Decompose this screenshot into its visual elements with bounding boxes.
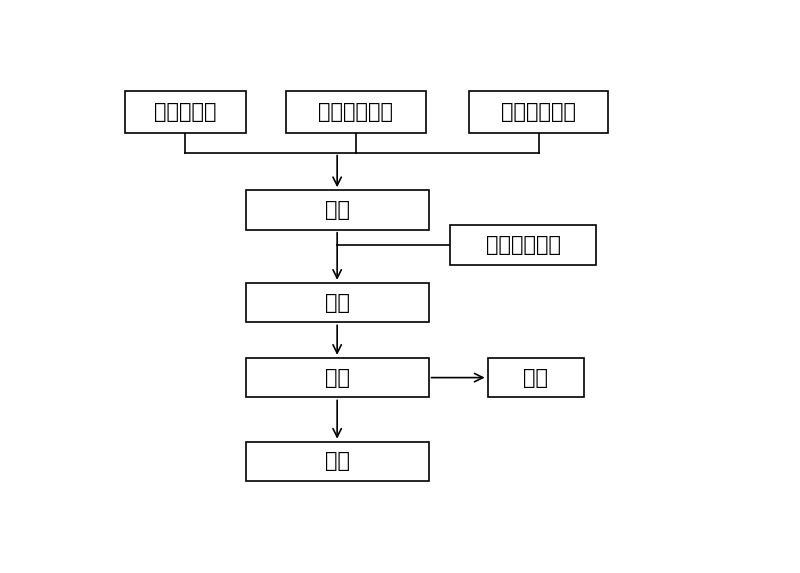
Bar: [125, 91, 246, 133]
Text: 滤液: 滤液: [523, 368, 548, 387]
Text: 混合: 混合: [325, 200, 350, 220]
Bar: [286, 91, 426, 133]
Bar: [450, 225, 596, 265]
Bar: [246, 282, 429, 323]
Bar: [246, 358, 429, 398]
Bar: [246, 442, 429, 481]
Bar: [487, 358, 584, 398]
Text: 过滤: 过滤: [325, 368, 350, 387]
Text: 凝固浴废液: 凝固浴废液: [154, 102, 217, 122]
Text: 氢氧化钙粉末: 氢氧化钙粉末: [486, 236, 561, 255]
Text: 滤渣: 滤渣: [325, 452, 350, 472]
Text: 纤维中和废液: 纤维中和废液: [501, 102, 576, 122]
Text: 纤维水洗废液: 纤维水洗废液: [318, 102, 394, 122]
Bar: [469, 91, 608, 133]
Bar: [246, 190, 429, 230]
Text: 中和: 中和: [325, 293, 350, 313]
